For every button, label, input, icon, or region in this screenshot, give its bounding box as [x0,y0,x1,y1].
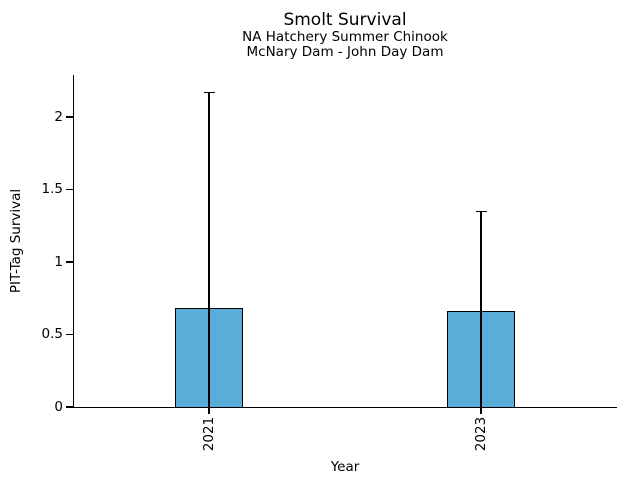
error-bar [208,92,210,407]
y-tick-label: 0 [54,398,63,415]
error-bar-cap [475,210,487,213]
x-tick [480,408,482,415]
y-tick [66,188,73,191]
chart-title: Smolt Survival [283,10,407,30]
y-tick-label: 1 [54,253,63,270]
y-tick [66,116,73,118]
title-block: Smolt Survival NA Hatchery Summer Chinoo… [73,11,617,60]
error-bar [480,211,482,407]
y-tick-label: 1.5 [41,181,63,198]
chart-subtitle-reach: McNary Dam - John Day Dam [246,44,444,60]
x-axis-label: Year [330,459,360,475]
y-axis-label: PIT-Tag Survival [8,188,24,294]
x-tick-label: 2023 [473,416,489,452]
x-tick [208,408,210,415]
y-tick-label: 2 [54,108,63,125]
error-bar-cap [203,91,215,94]
y-tick [66,333,73,336]
chart-subtitle-stock: NA Hatchery Summer Chinook [242,29,448,45]
y-tick [66,406,73,408]
x-tick-label: 2021 [201,416,217,452]
y-tick-label: 0.5 [41,326,63,342]
y-tick [66,261,73,263]
y-axis-spine [73,75,75,408]
x-axis-spine [73,407,617,409]
